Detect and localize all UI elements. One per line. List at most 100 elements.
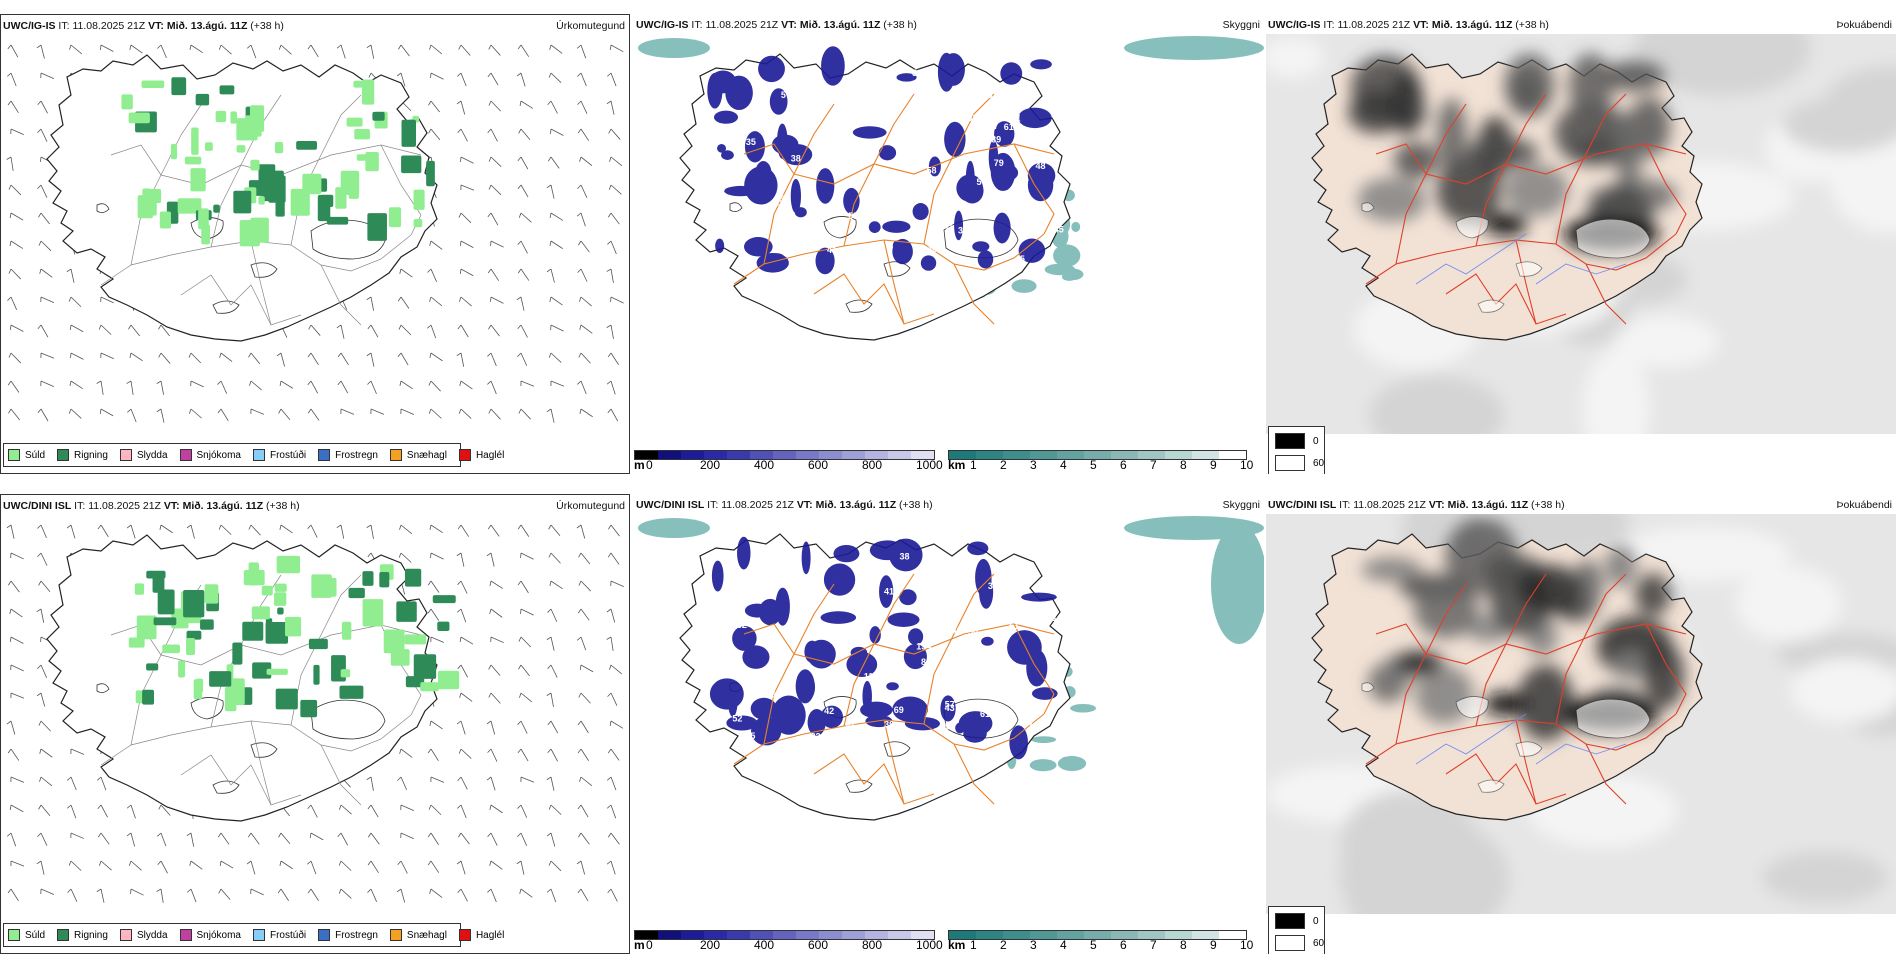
legend-swatch [459, 929, 471, 941]
ceiling-value: 40 [998, 719, 1008, 729]
ceiling-value: 57 [976, 177, 986, 187]
model-name: UWC/IG-IS [636, 19, 689, 31]
ceiling-value: 47 [771, 203, 781, 213]
it-value: 11.08.2025 21Z [72, 20, 145, 32]
legend-label: Snæhagl [407, 450, 447, 461]
ceiling-value: 38 [791, 153, 801, 163]
ceiling-tick: 400 [754, 458, 774, 472]
legend-swatch [57, 449, 69, 461]
it-value: 11.08.2025 21Z [721, 499, 794, 511]
ceiling-value: 64 [1051, 613, 1061, 623]
legend-label: Rigning [74, 930, 108, 941]
ceiling-value: 134 [916, 641, 931, 651]
ceiling-value: 37 [1024, 719, 1034, 729]
ceiling-value: 48 [927, 244, 937, 254]
lead-time: (+38 h) [250, 20, 284, 32]
vt-value: Mið. 13.ágú. 11Z [1448, 499, 1529, 511]
lead-time: (+38 h) [1515, 19, 1549, 31]
ceiling-tick: 800 [862, 458, 882, 472]
legend-item: Snjókoma [180, 929, 241, 941]
panel-header: UWC/DINI ISL IT: 11.08.2025 21Z VT: Mið.… [1268, 498, 1892, 512]
it-label: IT: [691, 19, 702, 31]
ceiling-value: 87 [983, 104, 993, 114]
ceiling-value: 44 [858, 146, 868, 156]
it-label: IT: [707, 499, 718, 511]
ceiling-value: 86 [921, 657, 931, 667]
legend-swatch [120, 929, 132, 941]
legend-item: Súld [8, 449, 45, 461]
fog-legend-item: 60 [1275, 455, 1324, 471]
panel-header: UWC/DINI ISL IT: 11.08.2025 21Z VT: Mið.… [636, 498, 1260, 512]
ceiling-value: 50 [912, 68, 922, 78]
fog-map [1266, 34, 1896, 434]
vt-value: Mið. 13.ágú. 11Z [800, 19, 881, 31]
visibility-tick: 1 [970, 458, 977, 472]
ceiling-value: 47 [861, 733, 871, 743]
fog-legend-item: 0 [1275, 913, 1319, 929]
ceiling-value: 43 [945, 703, 955, 713]
ceiling-value: 58 [939, 207, 949, 217]
ceiling-value: 116 [864, 671, 879, 681]
ceiling-value: 39 [884, 719, 894, 729]
ceiling-value: 35 [988, 581, 998, 591]
ceiling-value: 42 [959, 90, 969, 100]
panel-title: Skyggni [1223, 498, 1260, 512]
legend-item: Slydda [120, 449, 168, 461]
legend-label: Frostregn [335, 930, 378, 941]
ceiling-value: 45 [982, 90, 992, 100]
ceiling-value: 63 [968, 113, 978, 123]
vt-value: Mið. 13.ágú. 11Z [167, 20, 248, 32]
legend-item: Haglél [459, 929, 504, 941]
legend-swatch [57, 929, 69, 941]
ceiling-value: 145 [757, 636, 772, 646]
panel-header: UWC/IG-IS IT: 11.08.2025 21Z VT: Mið. 13… [636, 18, 1260, 32]
legend-item: Frostregn [318, 449, 378, 461]
legend-item: Frostúði [253, 929, 306, 941]
ceiling-value: 40 [952, 625, 962, 635]
visibility-tick: 8 [1180, 458, 1187, 472]
ceiling-tick: 1000 [916, 458, 943, 472]
vt-label: VT: [781, 19, 797, 31]
fog-map [1266, 514, 1896, 914]
vt-value: Mið. 13.ágú. 11Z [816, 499, 897, 511]
legend-label: Slydda [137, 450, 168, 461]
lead-time: (+38 h) [883, 19, 917, 31]
legend-label: Haglél [476, 930, 504, 941]
ceiling-value: 57 [1027, 210, 1037, 220]
vt-label: VT: [148, 20, 164, 32]
lead-time: (+38 h) [1531, 499, 1565, 511]
legend-swatch [390, 449, 402, 461]
ceiling-scale [634, 930, 935, 940]
fog-legend-swatch [1275, 935, 1305, 951]
model-name: UWC/DINI ISL [3, 500, 71, 512]
ceiling-value: 69 [894, 705, 904, 715]
it-value: 11.08.2025 21Z [1353, 499, 1426, 511]
ceiling-value: 38 [1020, 694, 1030, 704]
ceiling-map: 6152376152574654384042403532385043456441… [634, 514, 1264, 914]
lead-time: (+38 h) [266, 500, 300, 512]
legend-label: Súld [25, 930, 45, 941]
lead-time: (+38 h) [899, 499, 933, 511]
fog-legend-swatch [1275, 455, 1305, 471]
it-value: 11.08.2025 21Z [705, 19, 778, 31]
model-name: UWC/IG-IS [1268, 19, 1321, 31]
panel-header: UWC/DINI ISL IT: 11.08.2025 21Z VT: Mið.… [3, 499, 625, 513]
legend-swatch [8, 449, 20, 461]
legend-swatch [120, 449, 132, 461]
ceiling-value: 63 [793, 585, 803, 595]
precip-type-panel: UWC/DINI ISL IT: 11.08.2025 21Z VT: Mið.… [0, 494, 630, 954]
fog-legend-swatch [1275, 433, 1305, 449]
panel-title: Þokuábendi [1837, 18, 1892, 32]
legend-swatch [459, 449, 471, 461]
panel-header: UWC/IG-IS IT: 11.08.2025 21Z VT: Mið. 13… [3, 19, 625, 33]
visibility-tick: 7 [1150, 458, 1157, 472]
legend-swatch [318, 929, 330, 941]
ceiling-value: 45 [1015, 254, 1025, 264]
ceiling-value: 51 [1009, 621, 1019, 631]
panel-title: Úrkomutegund [556, 19, 625, 33]
